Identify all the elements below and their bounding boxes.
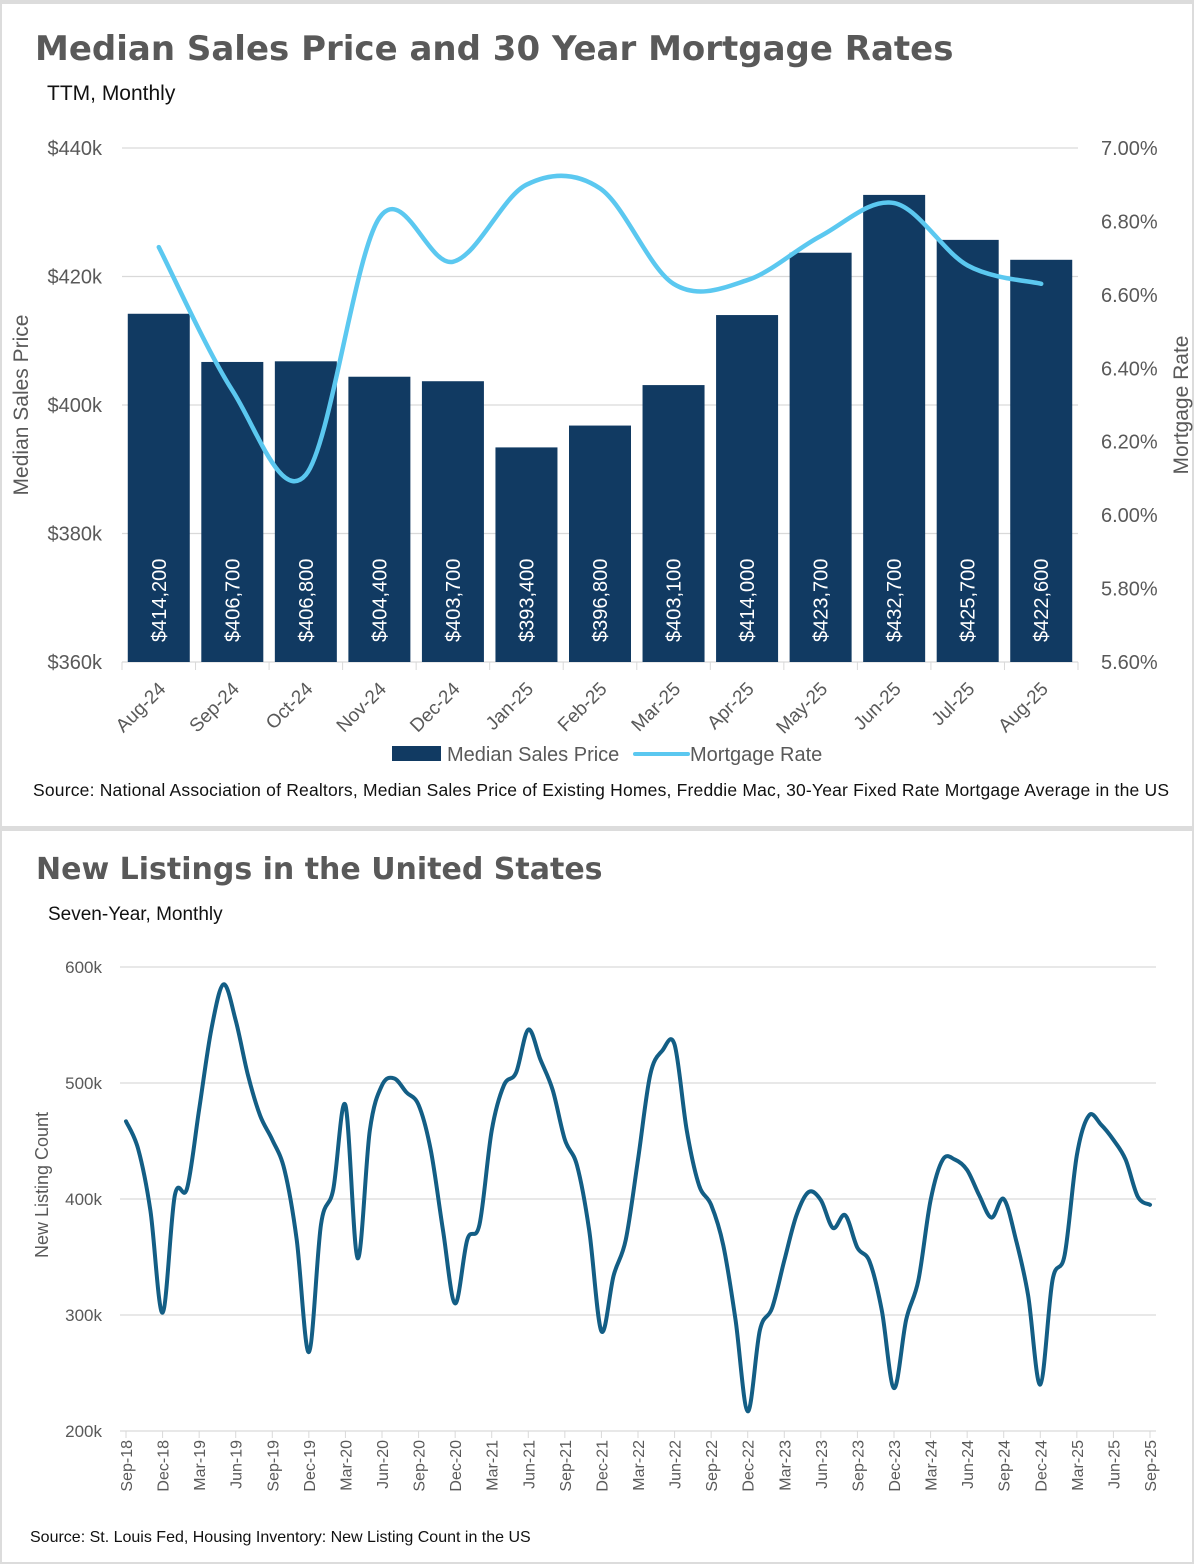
y-axis-label: New Listing Count [32, 1112, 52, 1258]
x-tick-label: Dec-21 [594, 1440, 611, 1492]
y2-tick-label: 6.00% [1101, 505, 1158, 527]
y2-tick-label: 6.60% [1101, 285, 1158, 307]
bar-data-label: $414,200 [149, 559, 171, 642]
x-tick-label: Dec-24 [1033, 1440, 1050, 1492]
x-tick-label: Sep-20 [412, 1440, 429, 1492]
x-tick-label: Mar-22 [631, 1440, 648, 1491]
legend-label-price: Median Sales Price [447, 744, 619, 766]
x-tick-label: Sep-21 [558, 1440, 575, 1492]
y-tick-label: $380k [48, 524, 103, 546]
bar-data-label: $396,800 [590, 559, 612, 642]
y2-tick-label: 5.60% [1101, 652, 1158, 674]
bar [421, 381, 484, 662]
x-tick-label: Mar-20 [338, 1440, 355, 1491]
x-tick-label: Jun-19 [229, 1440, 246, 1489]
chart-title: New Listings in the United States [36, 852, 603, 887]
bar-data-label: $403,100 [664, 559, 686, 642]
y2-tick-label: 7.00% [1101, 138, 1158, 160]
y-tick-label: 500k [65, 1074, 102, 1093]
bar-data-label: $425,700 [958, 559, 980, 642]
x-tick-label: Dec-20 [448, 1440, 465, 1492]
bar [863, 194, 926, 662]
source-note: Source: National Association of Realtors… [33, 780, 1169, 800]
y2-axis-label: Mortgage Rate [1170, 336, 1193, 475]
y-tick-label: $420k [48, 267, 103, 289]
mortgage-rate-line [156, 173, 1044, 484]
bar [936, 239, 999, 662]
x-tick-label: Mar-19 [192, 1440, 209, 1491]
y-tick-label: $440k [48, 138, 103, 160]
y-tick-label: 600k [65, 958, 102, 977]
x-tick-label: Sep-19 [265, 1440, 282, 1492]
mortgage-line [156, 173, 1044, 484]
x-tick-label: Jun-20 [375, 1440, 392, 1489]
y-tick-label: 200k [65, 1422, 102, 1441]
x-tick-label: Jun-24 [960, 1440, 977, 1489]
x-tick-label: Jun-21 [521, 1440, 538, 1489]
x-tick-label: Jun-22 [668, 1440, 685, 1489]
legend-label-rate: Mortgage Rate [690, 744, 822, 766]
x-tick-label: Dec-22 [741, 1440, 758, 1492]
bar-data-label: $393,400 [516, 559, 538, 642]
bars: $414,200 $406,700 $406,800 $404,400 $403,700… [127, 194, 1073, 663]
bar-data-label: $406,700 [222, 559, 244, 642]
bar [789, 252, 852, 663]
bar [716, 315, 779, 662]
bar [1010, 259, 1073, 662]
bar-data-label: $432,700 [884, 559, 906, 642]
x-tick-label: Sep-23 [850, 1440, 867, 1492]
bar [201, 361, 264, 662]
source-note: Source: St. Louis Fed, Housing Inventory… [30, 1529, 531, 1546]
x-tick-label: Sep-25 [1143, 1440, 1160, 1492]
bar [348, 376, 411, 662]
y-tick-label: $360k [48, 652, 103, 674]
x-tick-label: Jun-23 [814, 1440, 831, 1489]
x-tick-label: Sep-24 [997, 1440, 1014, 1492]
y2-tick-label: 6.20% [1101, 432, 1158, 454]
x-tick-label: Mar-24 [924, 1440, 941, 1491]
x-tick-label: Dec-23 [887, 1440, 904, 1492]
bar [127, 313, 190, 662]
x-tick-label: Jun-25 [1106, 1440, 1123, 1489]
chart-card-new-listings [2, 831, 1192, 1562]
y-axis-label: Median Sales Price [10, 315, 33, 496]
legend: Median Sales Price Mortgage Rate [392, 744, 822, 766]
x-tick-label: Sep-22 [704, 1440, 721, 1492]
bar-data-label: $406,800 [296, 559, 318, 642]
x-tick-label: Mar-25 [1070, 1440, 1087, 1491]
y2-tick-label: 5.80% [1101, 579, 1158, 601]
x-tick-label: Mar-21 [485, 1440, 502, 1491]
listings-line [124, 982, 1152, 1414]
bar-data-label: $404,400 [369, 559, 391, 642]
x-tick-label: Dec-19 [302, 1440, 319, 1492]
axes: 200k 300k 400k 500k 600k Sep-18 Dec-18 Mar-19 Ju… [65, 958, 1160, 1492]
x-tick-label: Sep-18 [119, 1440, 136, 1492]
chart-subtitle: TTM, Monthly [47, 82, 176, 105]
bar [642, 385, 705, 662]
bar [495, 447, 558, 662]
chart-title: Median Sales Price and 30 Year Mortgage … [35, 29, 953, 69]
y-tick-label: $400k [48, 395, 103, 417]
y2-tick-label: 6.40% [1101, 358, 1158, 380]
y-tick-label: 400k [65, 1190, 102, 1209]
legend-swatch-bar [392, 746, 441, 761]
x-tick-label: Dec-18 [156, 1440, 173, 1492]
bar-data-label: $423,700 [811, 559, 833, 642]
y-tick-label: 300k [65, 1306, 102, 1325]
bar-data-label: $403,700 [443, 559, 465, 642]
bar-data-label: $422,600 [1031, 559, 1053, 642]
y2-tick-label: 6.80% [1101, 211, 1158, 233]
bar-data-label: $414,000 [737, 559, 759, 642]
bar [569, 425, 631, 662]
chart-subtitle: Seven-Year, Monthly [48, 904, 223, 925]
x-tick-label: Mar-23 [777, 1440, 794, 1491]
